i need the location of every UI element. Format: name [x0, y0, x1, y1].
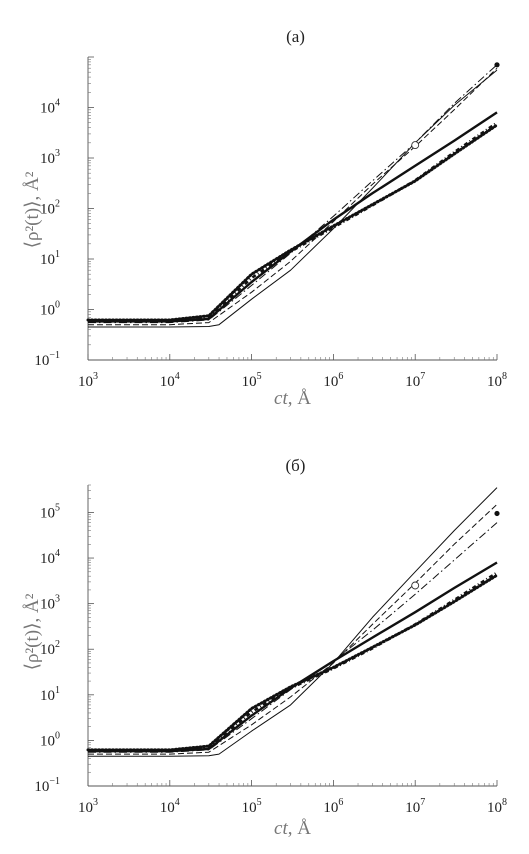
series-line-dash-dot: [88, 522, 498, 753]
filled-dot-marker: [494, 510, 500, 517]
y-tick-label: 103: [40, 148, 60, 167]
x-tick-label: 104: [160, 371, 180, 390]
series-line-dotted-thick: [86, 573, 499, 752]
y-tick-label: 103: [40, 594, 60, 613]
x-tick-label: 108: [487, 797, 507, 816]
y-tick-label: 10−1: [34, 776, 60, 795]
y-tick-label: 101: [40, 685, 60, 704]
x-tick-label: 105: [242, 797, 262, 816]
x-axis-label: ct, Å: [274, 818, 311, 839]
y-tick-label: 102: [40, 639, 60, 658]
series-line-dash-dot-thick: [88, 121, 498, 322]
series-line-dashed: [88, 504, 498, 755]
series-line-thin-solid: [88, 487, 498, 757]
series-line-thin-solid: [88, 69, 498, 328]
x-tick-label: 107: [405, 371, 425, 390]
y-tick-label: 105: [40, 502, 60, 521]
series-line-dash-dot: [88, 64, 498, 324]
y-tick-label: 100: [40, 730, 60, 749]
y-axis-label: ⟨ρ²(t)⟩, Å²: [22, 593, 43, 670]
y-tick-label: 102: [40, 199, 60, 218]
open-circle-marker: [411, 141, 420, 150]
y-axis-label: ⟨ρ²(t)⟩, Å²: [22, 171, 43, 248]
x-axis-label: ct, Å: [274, 388, 311, 409]
filled-dot-marker: [494, 62, 500, 68]
y-tick-label: 101: [40, 249, 60, 268]
series-line-dash-dot-thick: [88, 571, 498, 752]
panel-label: (б): [286, 456, 306, 475]
x-tick-label: 106: [323, 797, 343, 816]
chart-panel-2: (б) 103 104 105 106 107 108 10−1 100 101 102 103 104…: [22, 456, 507, 839]
x-tick-label: 103: [78, 797, 98, 816]
open-circle-marker: [411, 581, 420, 590]
x-tick-label: 103: [78, 371, 98, 390]
x-tick-label: 105: [242, 371, 262, 390]
series-line-dotted-thick: [86, 123, 499, 322]
y-tick-label: 10−1: [34, 350, 60, 369]
x-tick-label: 108: [487, 371, 507, 390]
series-line-thick-solid: [88, 561, 498, 753]
x-tick-label: 107: [405, 797, 425, 816]
y-tick-label: 104: [40, 98, 60, 117]
y-tick-label: 100: [40, 300, 60, 319]
series-line-dashed: [88, 67, 498, 326]
chart-panel-1: (a) 103 104 105 106 107 108 10−1 100 101 102 103 104…: [22, 27, 507, 409]
panel-label: (a): [286, 27, 305, 46]
series-line-thick-solid: [88, 111, 498, 323]
y-tick-label: 104: [40, 548, 60, 567]
x-tick-label: 106: [323, 371, 343, 390]
x-tick-label: 104: [160, 797, 180, 816]
